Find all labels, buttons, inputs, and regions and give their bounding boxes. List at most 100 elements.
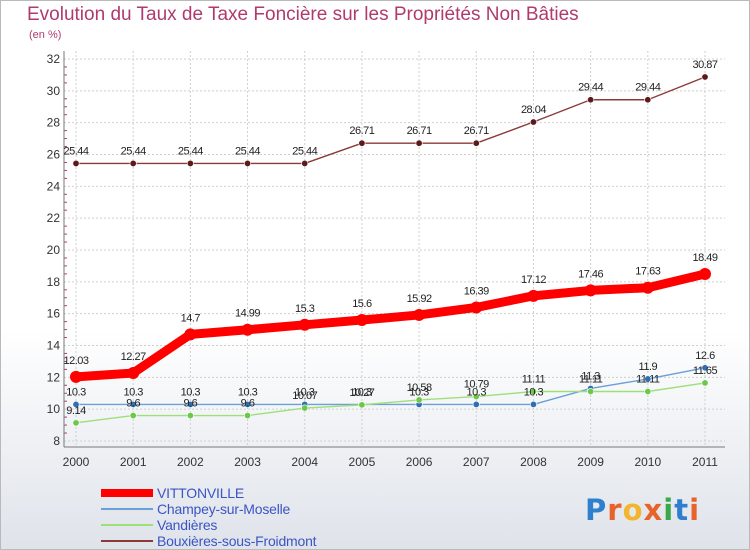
- data-point-champey-sur-moselle: [244, 400, 252, 408]
- legend-label: Bouxières-sous-Froidmont: [157, 533, 317, 549]
- data-label-vittonville: 14.7: [181, 312, 201, 324]
- data-point-bouxieres-sous-froidmont: [587, 96, 595, 104]
- data-point-vittonville: [184, 328, 197, 341]
- data-label-vittonville: 18.49: [692, 252, 717, 264]
- x-tick-label: 2005: [349, 455, 376, 469]
- data-point-bouxieres-sous-froidmont: [129, 159, 137, 167]
- data-label-bouxieres-sous-froidmont: 30.87: [692, 59, 717, 71]
- legend-swatch: [101, 489, 153, 497]
- data-point-vandieres: [186, 412, 194, 420]
- y-tick-label: 8: [53, 434, 60, 448]
- data-label-vandieres: 9.14: [66, 405, 86, 417]
- data-point-vandieres: [472, 393, 480, 401]
- legend-label: VITTONVILLE: [157, 485, 245, 501]
- data-point-bouxieres-sous-froidmont: [186, 159, 194, 167]
- legend-swatch: [101, 540, 153, 542]
- data-point-vittonville: [70, 370, 82, 383]
- data-label-champey-sur-moselle: 10.3: [409, 386, 429, 398]
- data-label-champey-sur-moselle: 11.3: [581, 370, 600, 382]
- data-label-vandieres: 11.11: [579, 373, 603, 385]
- data-point-vandieres: [415, 396, 423, 404]
- data-label-bouxieres-sous-froidmont: 28.04: [521, 104, 546, 116]
- chart-title: Evolution du Taux de Taxe Foncière sur l…: [27, 4, 579, 25]
- y-tick-label: 26: [47, 148, 61, 162]
- x-tick-label: 2010: [634, 455, 661, 469]
- series-line-vandieres: [75, 382, 706, 424]
- x-tick-label: 2011: [692, 455, 718, 469]
- data-label-champey-sur-moselle: 12.6: [695, 350, 715, 362]
- logo-letter: r: [607, 493, 623, 527]
- x-tick-label: 2001: [120, 455, 147, 469]
- data-point-vittonville: [584, 284, 597, 297]
- data-point-bouxieres-sous-froidmont: [358, 139, 366, 147]
- data-point-vittonville: [527, 289, 540, 302]
- series-line-vittonville: [71, 269, 710, 382]
- data-point-vittonville: [355, 314, 368, 327]
- logo-letter: x: [643, 493, 664, 527]
- data-label-champey-sur-moselle: 10.3: [467, 386, 487, 398]
- data-point-vandieres: [301, 404, 309, 412]
- x-tick-label: 2007: [463, 455, 490, 469]
- data-point-bouxieres-sous-froidmont: [415, 139, 423, 147]
- data-point-vandieres: [701, 379, 709, 387]
- data-label-vandieres: 11.11: [636, 373, 660, 385]
- series-line-bouxieres-sous-froidmont: [75, 76, 706, 165]
- data-point-bouxieres-sous-froidmont: [301, 159, 309, 167]
- x-tick-label: 2002: [177, 455, 204, 469]
- logo-letter: t: [674, 493, 690, 527]
- data-label-vittonville: 15.6: [352, 298, 372, 310]
- x-tick-label: 2009: [577, 455, 604, 469]
- y-tick-label: 10: [47, 402, 61, 416]
- logo-letter: i: [689, 493, 701, 527]
- y-tick-label: 22: [47, 211, 61, 225]
- data-label-vittonville: 16.39: [464, 285, 489, 297]
- logo-letter: o: [622, 493, 644, 527]
- proxiti-logo: Proxiti: [585, 493, 700, 527]
- data-label-champey-sur-moselle: 10.3: [66, 386, 86, 398]
- y-tick-label: 32: [47, 52, 61, 66]
- data-point-bouxieres-sous-froidmont: [701, 73, 709, 81]
- data-label-champey-sur-moselle: 10.3: [181, 386, 201, 398]
- series-lines: [70, 73, 711, 427]
- y-tick-label: 18: [47, 275, 61, 289]
- data-label-vandieres: 9.6: [241, 398, 255, 410]
- data-point-vandieres: [72, 419, 80, 427]
- axes: 8 10 12 14 16 18 20 22 24 26 28 30 32 2000 2001 2002 200…: [47, 51, 725, 469]
- y-tick-label: 24: [47, 179, 61, 193]
- data-label-vandieres: 10.07: [292, 390, 317, 402]
- data-label-vandieres: 10.58: [407, 382, 432, 394]
- data-label-vandieres: 11.65: [693, 365, 718, 377]
- data-label-vittonville: 15.92: [407, 293, 432, 305]
- y-tick-label: 16: [47, 307, 61, 321]
- data-point-vittonville: [470, 301, 483, 314]
- data-point-vandieres: [644, 387, 652, 395]
- data-point-champey-sur-moselle: [472, 400, 480, 408]
- data-label-vandieres: 11.11: [522, 373, 546, 385]
- data-label-vittonville: 17.46: [578, 268, 603, 280]
- data-label-vittonville: 14.99: [235, 308, 260, 320]
- data-label-bouxieres-sous-froidmont: 29.44: [635, 82, 660, 94]
- data-label-bouxieres-sous-froidmont: 25.44: [121, 145, 146, 157]
- data-point-bouxieres-sous-froidmont: [244, 159, 252, 167]
- x-tick-label: 2003: [234, 455, 261, 469]
- data-point-champey-sur-moselle: [72, 400, 80, 408]
- x-tick-label: 2006: [406, 455, 433, 469]
- data-point-vittonville: [241, 323, 254, 336]
- logo-letter: P: [585, 493, 608, 527]
- legend-label: Vandières: [157, 517, 218, 533]
- data-label-vittonville: 17.12: [521, 274, 546, 286]
- y-tick-label: 30: [47, 84, 61, 98]
- data-label-vittonville: 15.3: [295, 303, 315, 315]
- legend-swatch: [101, 508, 153, 510]
- data-label-champey-sur-moselle: 10.3: [524, 386, 544, 398]
- data-label-champey-sur-moselle: 10.3: [123, 386, 143, 398]
- data-point-bouxieres-sous-froidmont: [529, 118, 537, 126]
- data-label-vittonville: 12.27: [121, 351, 146, 363]
- y-tick-label: 28: [47, 116, 61, 130]
- data-point-vandieres: [129, 412, 137, 420]
- x-tick-label: 2004: [291, 455, 318, 469]
- data-point-vittonville: [298, 318, 311, 331]
- data-point-champey-sur-moselle: [129, 400, 137, 408]
- y-tick-label: 20: [47, 243, 61, 257]
